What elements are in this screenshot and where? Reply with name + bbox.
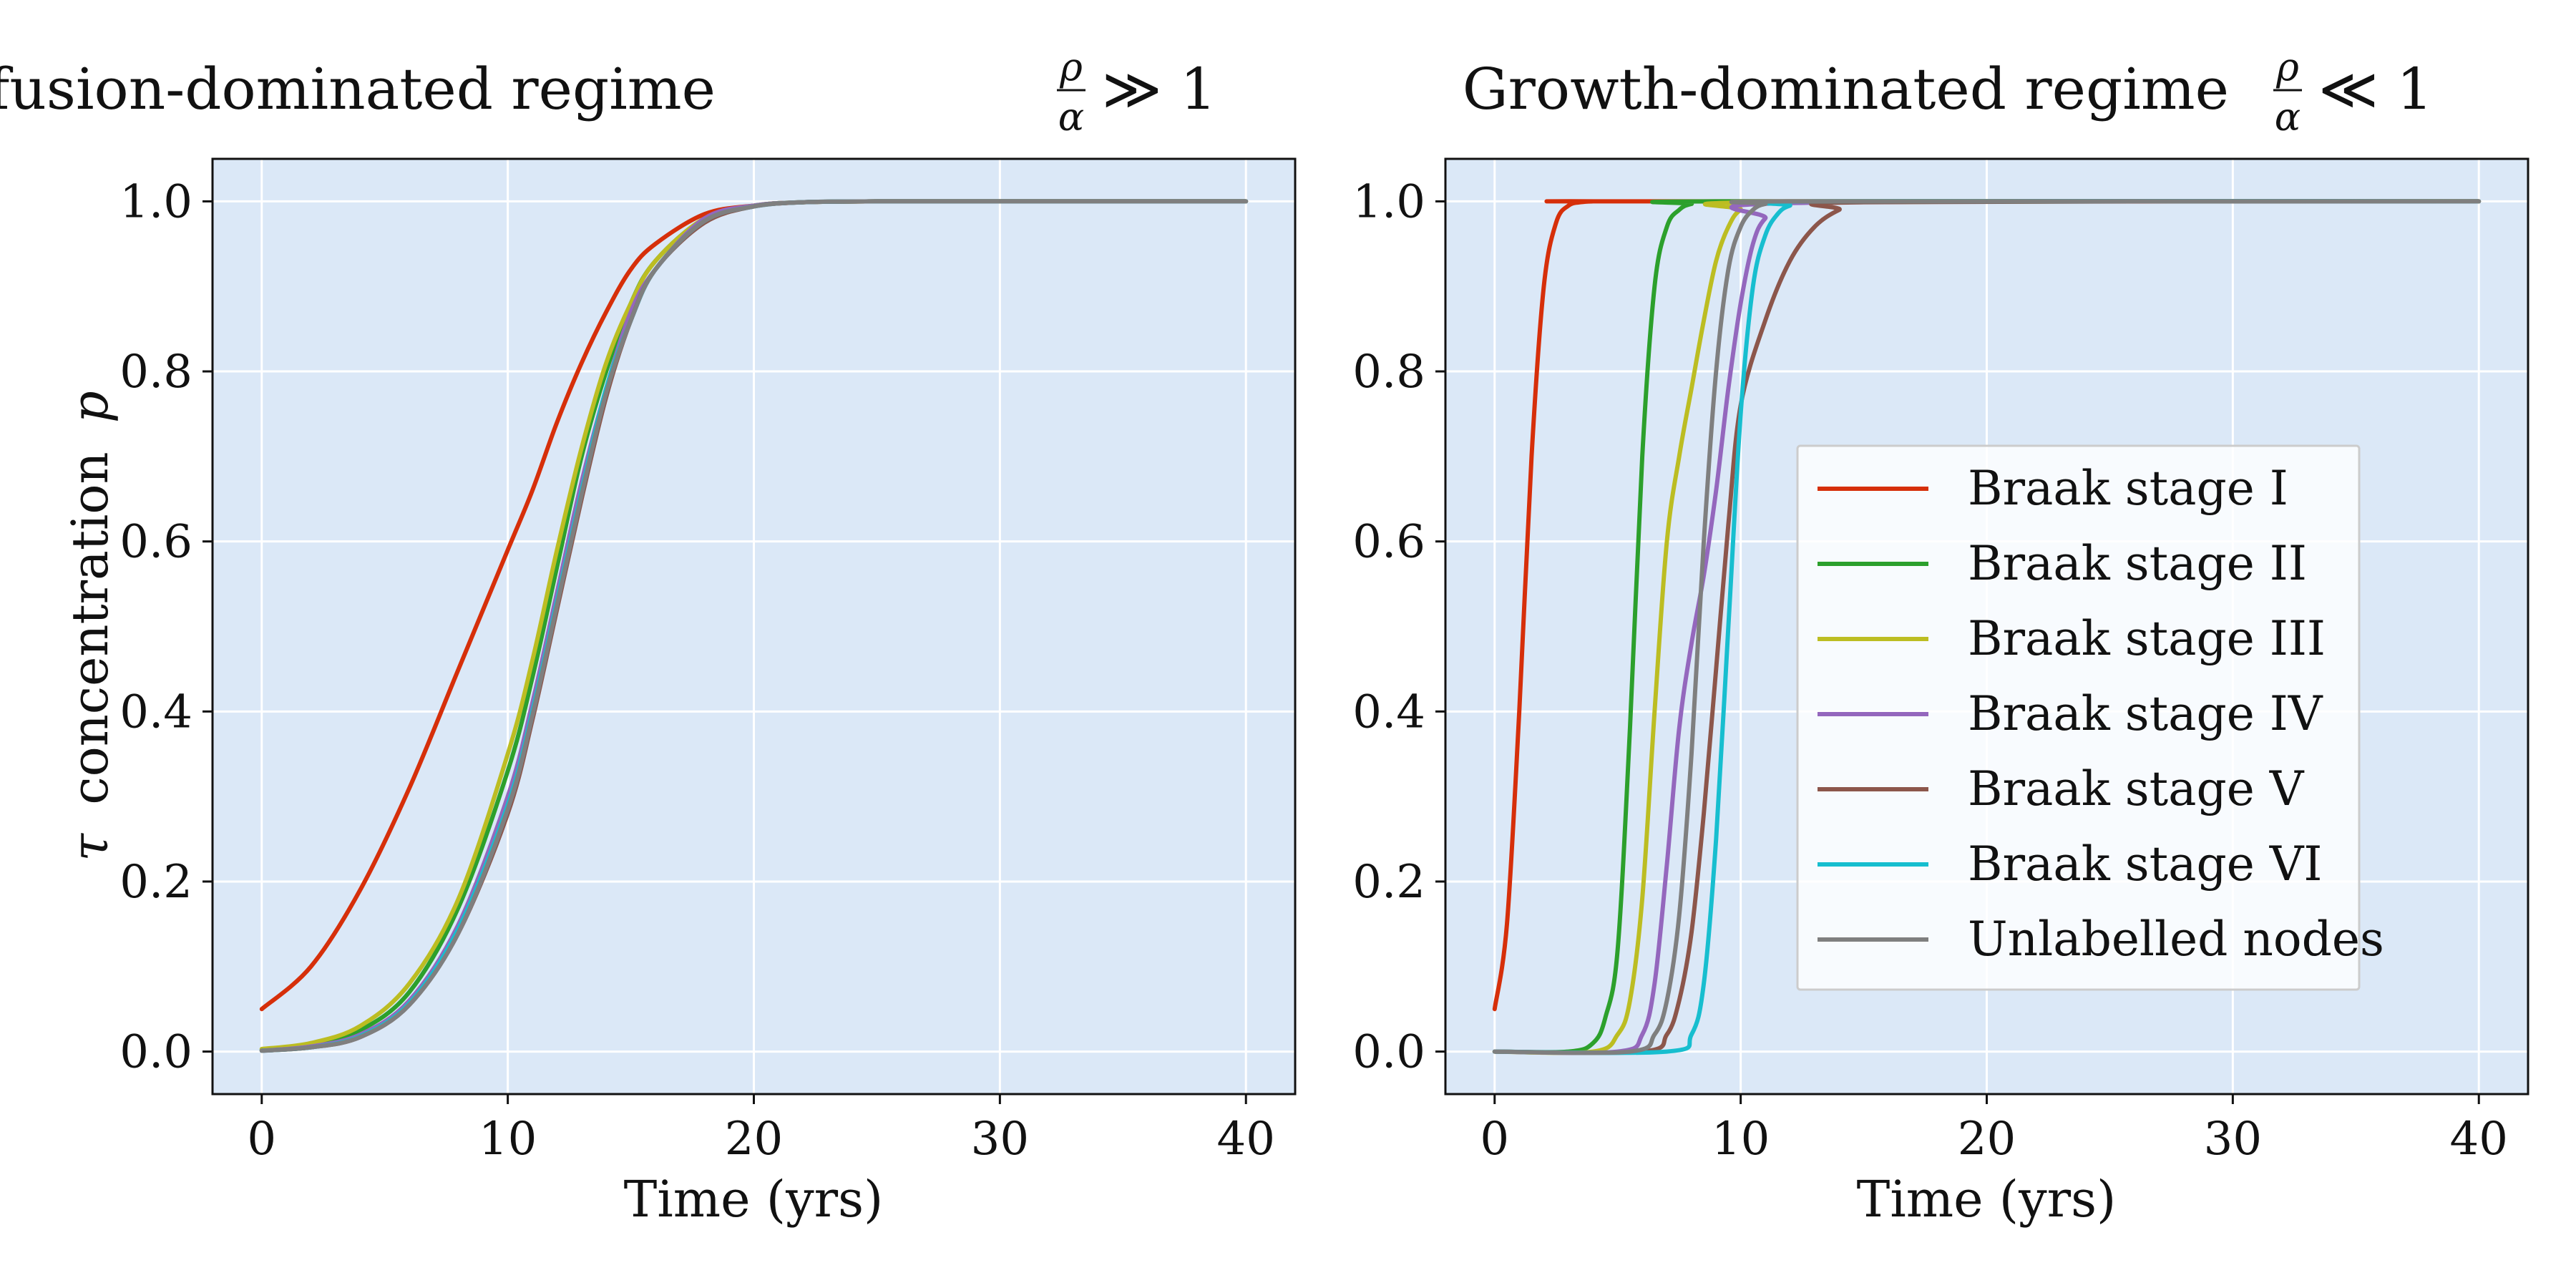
y-tick-label: 0.4 [119, 686, 192, 738]
title-left-frac-den: α [1058, 94, 1084, 140]
title-right-frac-den: α [2275, 94, 2301, 140]
x-tick-label: 20 [1958, 1113, 2016, 1166]
y-tick-label: 0.0 [119, 1026, 192, 1079]
legend-box [1796, 444, 2361, 991]
legend: Braak stage I Braak stage II Braak stage I… [1796, 444, 2384, 991]
legend-label-braak-stage-v: Braak stage V [1968, 761, 2305, 816]
series-line-unlabelled-nodes [1492, 199, 2482, 1055]
legend-label-unlabelled-nodes: Unlabelled nodes [1968, 912, 2384, 967]
legend-label-braak-stage-ii: Braak stage II [1968, 536, 2307, 591]
legend-label-braak-stage-iv: Braak stage IV [1968, 686, 2323, 741]
y-tick-label: 1.0 [1352, 175, 1425, 228]
x-tick-label: 30 [971, 1113, 1029, 1166]
svg-text:τ concentration: τ concentration p [61, 391, 119, 861]
x-tick-label: 10 [1712, 1113, 1770, 1166]
title-left-frac-num: ρ [1059, 44, 1083, 89]
title-left: Diffusion-dominated regime [0, 56, 716, 122]
x-axis-label-left: Time (yrs) [624, 1170, 884, 1229]
lines-left [259, 199, 1249, 1053]
legend-items: Braak stage I Braak stage II Braak stage I… [1818, 461, 2384, 967]
y-tick-label: 0.4 [1352, 686, 1425, 738]
title-left-suffix: ≫ 1 [1102, 56, 1216, 122]
x-tick-label: 40 [1217, 1113, 1275, 1166]
x-tick-label: 10 [479, 1113, 537, 1166]
y-tick-label: 0.6 [119, 516, 192, 569]
x-tick-label: 0 [247, 1113, 276, 1166]
legend-label-braak-stage-vi: Braak stage VI [1968, 836, 2322, 892]
title-right-suffix: ≪ 1 [2318, 56, 2433, 122]
y-axis-label-symbol: τ [61, 833, 119, 862]
y-axis-label-left: τ concentration p [61, 391, 119, 861]
y-axis-label-var: p [61, 391, 119, 423]
x-tick-label: 30 [2204, 1113, 2262, 1166]
x-axis-label-right: Time (yrs) [1857, 1170, 2117, 1229]
x-tick-label: 0 [1480, 1113, 1509, 1166]
legend-label-braak-stage-iii: Braak stage III [1968, 611, 2326, 666]
grid-left [213, 159, 1295, 1094]
ticks-right: 0 10 20 30 40 0.0 0.2 0.4 0.6 0.8 1.0 [1352, 175, 2508, 1166]
title-right-frac-num: ρ [2275, 44, 2299, 89]
y-tick-label: 0.0 [1352, 1026, 1425, 1079]
title-right: Growth-dominated regime [1463, 56, 2229, 122]
y-axis-label-text: concentration [61, 452, 119, 804]
y-tick-label: 0.2 [119, 856, 192, 909]
y-tick-label: 0.8 [1352, 346, 1425, 399]
chart-left: 0 10 20 30 40 0.0 0.2 0.4 0.6 0.8 1.0 Diffusion-do… [0, 44, 1297, 1229]
y-tick-label: 1.0 [119, 175, 192, 228]
legend-label-braak-stage-i: Braak stage I [1968, 461, 2288, 516]
series-line-unlabelled-nodes [259, 199, 1249, 1053]
y-tick-label: 0.2 [1352, 856, 1425, 909]
y-tick-label: 0.8 [119, 346, 192, 399]
lines-right [1492, 198, 2482, 1055]
x-tick-label: 20 [725, 1113, 783, 1166]
x-tick-label: 40 [2450, 1113, 2508, 1166]
chart-right: 0 10 20 30 40 0.0 0.2 0.4 0.6 0.8 1.0 Growth-domin… [1352, 44, 2529, 1229]
ticks-left: 0 10 20 30 40 0.0 0.2 0.4 0.6 0.8 1.0 [119, 175, 1275, 1166]
y-tick-label: 0.6 [1352, 516, 1425, 569]
